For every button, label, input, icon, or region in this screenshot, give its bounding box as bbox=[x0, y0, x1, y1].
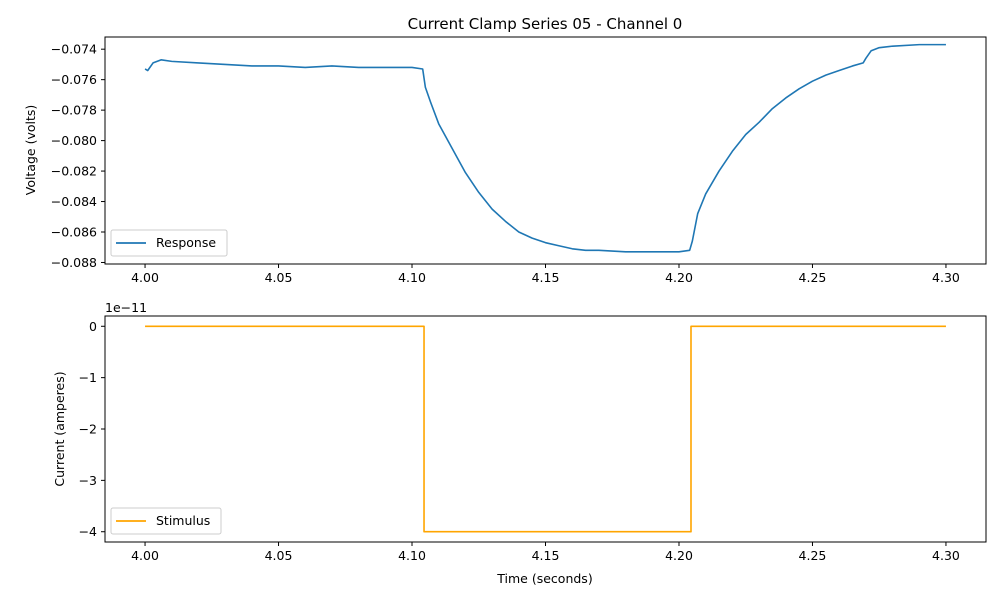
voltage-plot-area bbox=[104, 36, 987, 265]
current-x-axis-label: Time (seconds) bbox=[496, 571, 592, 586]
current-x-tick-label: 4.05 bbox=[265, 548, 293, 563]
current-y-ticks: 0 −1 −2 −3 −4 bbox=[79, 319, 105, 539]
current-series-line-0 bbox=[145, 325, 946, 533]
current-y-axis-label: Current (amperes) bbox=[52, 371, 67, 486]
current-offset-label: 1e−11 bbox=[105, 300, 147, 315]
voltage-series-line-0 bbox=[144, 43, 946, 253]
voltage-legend-label: Response bbox=[156, 235, 216, 250]
voltage-x-ticks: 4.00 4.05 4.10 4.15 4.20 4.25 4.30 bbox=[131, 264, 960, 285]
voltage-x-tick-label: 4.15 bbox=[532, 270, 560, 285]
voltage-panel: −0.074 −0.076 −0.078 −0.080 −0.082 −0.084 −0.0… bbox=[23, 36, 987, 285]
current-legend-label: Stimulus bbox=[156, 513, 210, 528]
current-x-tick-label: 4.00 bbox=[131, 548, 159, 563]
voltage-y-tick-label: −0.086 bbox=[51, 225, 97, 240]
voltage-x-tick-label: 4.05 bbox=[265, 270, 293, 285]
voltage-legend: Response bbox=[110, 229, 228, 257]
voltage-y-tick-label: −0.082 bbox=[51, 164, 97, 179]
voltage-y-tick-label: −0.076 bbox=[51, 72, 97, 87]
current-y-tick-label: 0 bbox=[89, 319, 97, 334]
voltage-legend-box bbox=[110, 229, 228, 257]
voltage-x-tick-label: 4.00 bbox=[131, 270, 159, 285]
voltage-y-tick-label: −0.074 bbox=[51, 42, 97, 57]
voltage-y-axis-label: Voltage (volts) bbox=[23, 105, 38, 196]
voltage-y-tick-label: −0.088 bbox=[51, 255, 97, 270]
voltage-x-tick-label: 4.20 bbox=[665, 270, 693, 285]
current-x-tick-label: 4.25 bbox=[799, 548, 827, 563]
voltage-y-tick-label: −0.084 bbox=[51, 194, 97, 209]
current-legend: Stimulus bbox=[110, 507, 222, 535]
current-x-tick-label: 4.30 bbox=[932, 548, 960, 563]
current-panel: 0 −1 −2 −3 −4 4.00 4.05 4.10 4.15 4.20 4.25 4.30 1… bbox=[52, 300, 987, 586]
voltage-y-tick-label: −0.080 bbox=[51, 133, 97, 148]
current-x-tick-label: 4.15 bbox=[532, 548, 560, 563]
current-y-tick-label: −3 bbox=[79, 473, 97, 488]
current-y-tick-label: −1 bbox=[79, 370, 97, 385]
current-legend-box bbox=[110, 507, 222, 535]
current-series bbox=[145, 325, 946, 533]
voltage-x-tick-label: 4.10 bbox=[398, 270, 426, 285]
current-x-ticks: 4.00 4.05 4.10 4.15 4.20 4.25 4.30 bbox=[131, 542, 960, 563]
voltage-y-tick-label: −0.078 bbox=[51, 103, 97, 118]
voltage-y-ticks: −0.074 −0.076 −0.078 −0.080 −0.082 −0.084 −0.0… bbox=[51, 42, 105, 270]
voltage-x-tick-label: 4.30 bbox=[932, 270, 960, 285]
current-x-tick-label: 4.20 bbox=[665, 548, 693, 563]
current-y-tick-label: −4 bbox=[79, 524, 97, 539]
current-y-tick-label: −2 bbox=[79, 422, 97, 437]
current-plot-area bbox=[104, 315, 987, 543]
current-x-tick-label: 4.10 bbox=[398, 548, 426, 563]
chart-title: Current Clamp Series 05 - Channel 0 bbox=[408, 15, 683, 33]
voltage-series bbox=[144, 43, 946, 253]
voltage-x-tick-label: 4.25 bbox=[799, 270, 827, 285]
